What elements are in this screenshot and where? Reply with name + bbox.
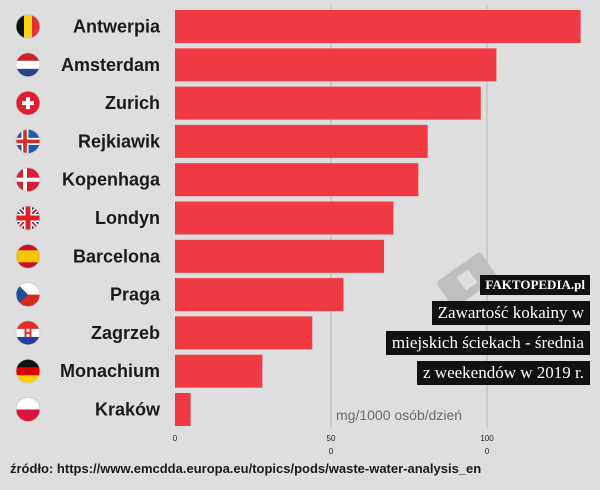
x-tick-sublabel: 0	[485, 447, 490, 456]
title-line-3: z weekendów w 2019 r.	[417, 361, 590, 385]
bar-chart: Antwerpia Amsterdam Zurich Rejkiawik Kopenha…	[15, 5, 581, 456]
brand-label: FAKTOPEDIA.pl	[480, 275, 590, 295]
bar	[175, 393, 191, 426]
category-label: Zurich	[105, 93, 160, 113]
denmark-flag-icon	[15, 167, 41, 193]
source-text: źródło: https://www.emcdda.europa.eu/top…	[10, 461, 482, 476]
bar	[175, 316, 313, 350]
bar	[175, 124, 428, 158]
category-label: Londyn	[95, 208, 160, 228]
bar	[175, 163, 419, 197]
category-label: Amsterdam	[61, 55, 160, 75]
bar	[175, 10, 581, 43]
belgium-flag-icon	[15, 14, 41, 39]
category-label: Praga	[110, 285, 161, 305]
x-tick-labels: 0 50 0 100 0	[173, 434, 494, 456]
bar	[175, 201, 394, 235]
poland-flag-icon	[15, 397, 41, 422]
x-tick-label: 50	[327, 434, 336, 443]
category-label: Rejkiawik	[78, 131, 161, 151]
bar	[175, 239, 385, 273]
bar	[175, 354, 263, 388]
bar	[175, 86, 481, 120]
bar	[175, 278, 344, 312]
netherlands-flag-icon	[15, 52, 41, 78]
title-line-2: miejskich ściekach - średnia	[385, 331, 590, 355]
title-line-1: Zawartość kokainy w	[431, 301, 590, 325]
category-label: Antwerpia	[73, 17, 161, 37]
bar	[175, 48, 497, 82]
germany-flag-icon	[15, 358, 41, 384]
category-label: Barcelona	[73, 246, 161, 266]
czech-flag-icon	[15, 282, 41, 308]
x-tick-sublabel: 0	[329, 447, 334, 456]
iceland-flag-icon	[15, 128, 41, 154]
spain-flag-icon	[15, 243, 41, 269]
switzerland-flag-icon	[15, 90, 41, 116]
category-label: Monachium	[60, 361, 160, 381]
flags	[15, 14, 41, 422]
x-tick-label: 0	[173, 434, 178, 443]
category-labels: Antwerpia Amsterdam Zurich Rejkiawik Kopenha…	[60, 17, 161, 420]
razor-watermark-icon	[436, 252, 498, 308]
title-overlay: FAKTOPEDIA.pl Zawartość kokainy w miejsk…	[385, 275, 590, 385]
uk-flag-icon	[15, 205, 41, 231]
bars	[175, 10, 581, 426]
x-tick-label: 100	[480, 434, 494, 443]
category-label: Kraków	[95, 400, 161, 420]
category-label: Zagrzeb	[91, 323, 160, 343]
category-label: Kopenhaga	[62, 170, 161, 190]
unit-label: mg/1000 osób/dzień	[336, 407, 462, 423]
croatia-flag-icon	[15, 320, 41, 346]
